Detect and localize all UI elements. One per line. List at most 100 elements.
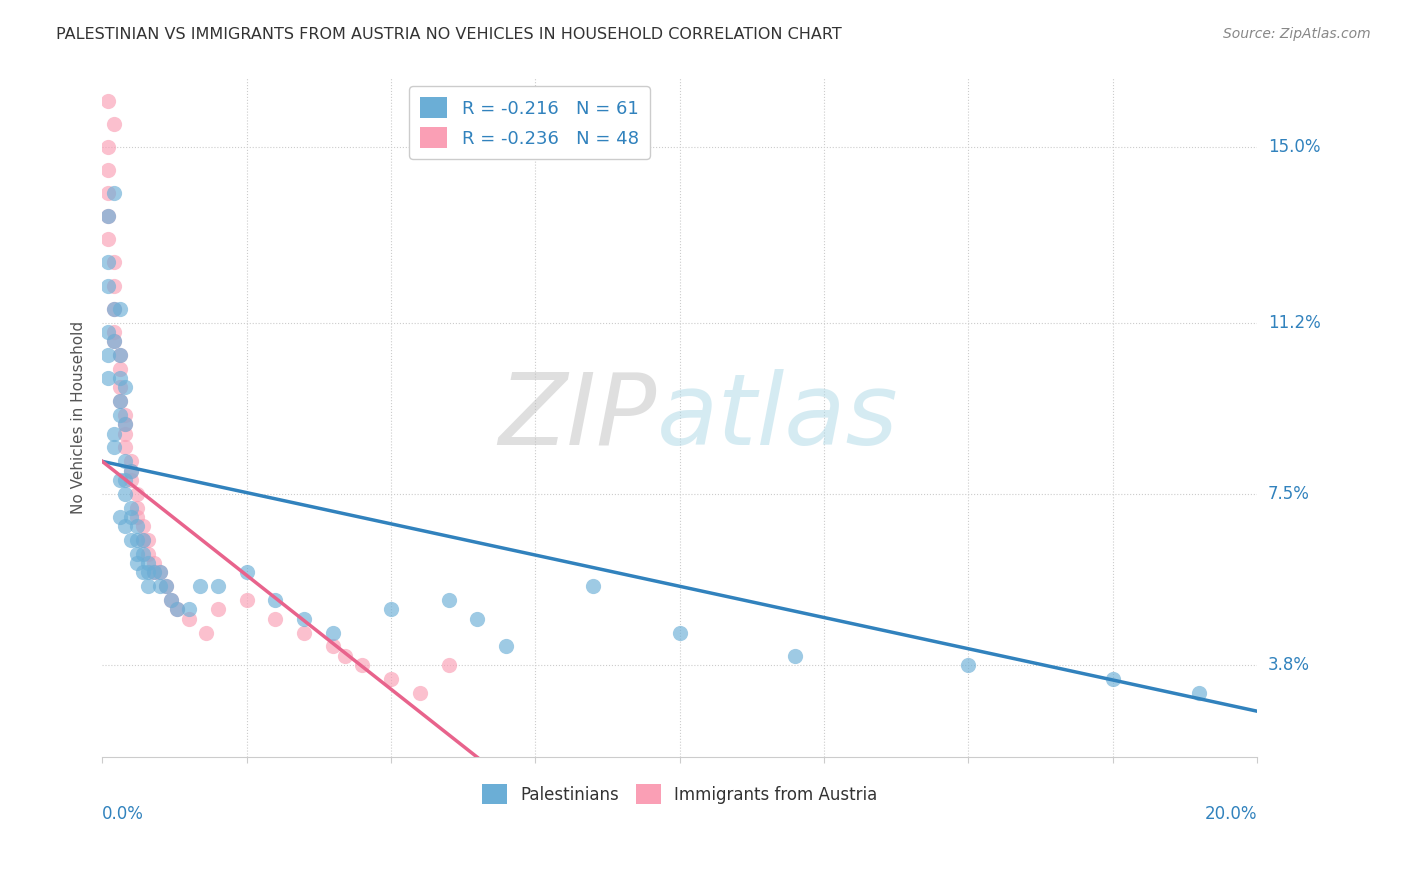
Text: ZIP: ZIP [498, 369, 657, 466]
Point [495, 640, 517, 654]
Point [138, 533, 160, 547]
Point [97, 163, 120, 178]
Legend: Palestinians, Immigrants from Austria: Palestinians, Immigrants from Austria [475, 778, 884, 810]
Point [437, 593, 460, 607]
Point [103, 426, 125, 441]
Point [103, 325, 125, 339]
Y-axis label: No Vehicles in Household: No Vehicles in Household [72, 321, 86, 514]
Point [783, 648, 806, 663]
Point [235, 566, 257, 580]
Point [125, 509, 148, 524]
Point [350, 657, 373, 672]
Point [149, 579, 172, 593]
Point [103, 441, 125, 455]
Point [143, 566, 166, 580]
Point [108, 348, 131, 362]
Point [131, 533, 153, 547]
Point [97, 255, 120, 269]
Point [292, 625, 315, 640]
Point [131, 519, 153, 533]
Point [1101, 672, 1123, 686]
Point [103, 255, 125, 269]
Point [108, 394, 131, 409]
Point [155, 579, 177, 593]
Point [114, 408, 136, 422]
Point [138, 547, 160, 561]
Point [235, 593, 257, 607]
Point [143, 556, 166, 570]
Point [125, 500, 148, 515]
Point [120, 509, 142, 524]
Point [120, 464, 142, 478]
Point [138, 556, 160, 570]
Point [108, 394, 131, 409]
Point [131, 533, 153, 547]
Point [437, 657, 460, 672]
Point [668, 625, 690, 640]
Point [120, 533, 142, 547]
Point [409, 686, 432, 700]
Point [166, 602, 188, 616]
Point [97, 348, 120, 362]
Point [190, 579, 212, 593]
Point [166, 602, 188, 616]
Text: Source: ZipAtlas.com: Source: ZipAtlas.com [1223, 27, 1371, 41]
Point [322, 625, 344, 640]
Point [103, 301, 125, 316]
Point [380, 602, 402, 616]
Point [114, 454, 136, 468]
Point [131, 547, 153, 561]
Point [195, 625, 218, 640]
Text: 0.0%: 0.0% [103, 805, 143, 823]
Point [120, 464, 142, 478]
Text: 7.5%: 7.5% [1268, 484, 1310, 503]
Point [108, 362, 131, 376]
Point [97, 232, 120, 246]
Point [1188, 686, 1211, 700]
Point [108, 509, 131, 524]
Point [114, 487, 136, 501]
Point [103, 186, 125, 200]
Point [125, 533, 148, 547]
Point [108, 380, 131, 394]
Point [120, 454, 142, 468]
Text: PALESTINIAN VS IMMIGRANTS FROM AUSTRIA NO VEHICLES IN HOUSEHOLD CORRELATION CHAR: PALESTINIAN VS IMMIGRANTS FROM AUSTRIA N… [56, 27, 842, 42]
Point [103, 278, 125, 293]
Point [114, 417, 136, 432]
Text: 3.8%: 3.8% [1268, 656, 1310, 673]
Point [264, 593, 287, 607]
Point [957, 657, 980, 672]
Point [108, 371, 131, 385]
Point [97, 94, 120, 108]
Point [125, 547, 148, 561]
Point [97, 209, 120, 223]
Point [97, 140, 120, 154]
Point [207, 579, 229, 593]
Point [103, 117, 125, 131]
Point [149, 566, 172, 580]
Point [108, 301, 131, 316]
Point [138, 566, 160, 580]
Point [160, 593, 183, 607]
Point [103, 334, 125, 348]
Point [125, 556, 148, 570]
Point [108, 408, 131, 422]
Point [467, 612, 489, 626]
Point [114, 426, 136, 441]
Point [582, 579, 605, 593]
Point [108, 473, 131, 487]
Point [160, 593, 183, 607]
Point [120, 473, 142, 487]
Point [103, 334, 125, 348]
Point [264, 612, 287, 626]
Point [97, 209, 120, 223]
Point [114, 380, 136, 394]
Point [149, 566, 172, 580]
Point [177, 602, 200, 616]
Point [155, 579, 177, 593]
Point [380, 672, 402, 686]
Point [97, 278, 120, 293]
Text: 15.0%: 15.0% [1268, 138, 1320, 156]
Point [131, 566, 153, 580]
Point [138, 579, 160, 593]
